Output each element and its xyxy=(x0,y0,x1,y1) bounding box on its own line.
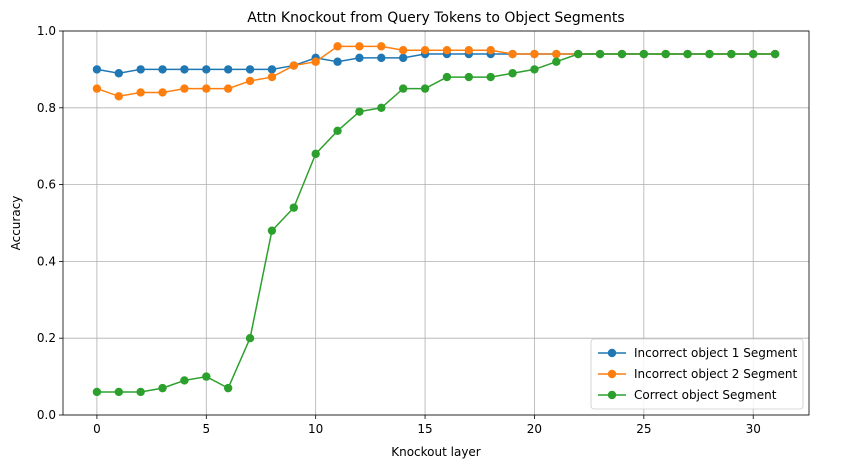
y-tick-label: 0.8 xyxy=(37,101,56,115)
legend-marker xyxy=(607,390,617,400)
data-point xyxy=(377,42,386,51)
data-point xyxy=(639,49,649,59)
data-point xyxy=(420,84,430,93)
data-point xyxy=(770,49,780,59)
chart-title: Attn Knockout from Query Tokens to Objec… xyxy=(247,10,624,26)
data-point xyxy=(573,49,583,59)
data-point xyxy=(333,42,342,51)
data-point xyxy=(223,65,233,74)
data-point xyxy=(202,65,211,74)
data-point xyxy=(180,84,189,93)
x-tick-label: 15 xyxy=(417,422,432,436)
data-point xyxy=(311,149,320,159)
data-point xyxy=(552,49,561,59)
plot-frame xyxy=(62,30,810,416)
data-point xyxy=(92,84,102,93)
data-point xyxy=(486,72,495,82)
data-point xyxy=(289,61,299,70)
data-point xyxy=(333,126,342,136)
data-point xyxy=(486,46,495,55)
data-point xyxy=(530,49,539,59)
y-axis-label: Accuracy xyxy=(9,196,23,251)
y-tick-label: 0.0 xyxy=(37,408,56,422)
data-point xyxy=(398,46,408,55)
data-point xyxy=(245,65,255,74)
legend-entry: Correct object Segment xyxy=(634,388,777,402)
legend-box xyxy=(590,338,804,410)
legend-entry: Incorrect object 1 Segment xyxy=(634,346,798,360)
series-2 xyxy=(92,42,780,101)
series-line xyxy=(96,53,776,75)
data-point xyxy=(136,387,145,397)
data-point xyxy=(355,42,364,51)
data-point xyxy=(661,49,670,59)
series-3 xyxy=(92,49,780,397)
data-point xyxy=(398,84,408,93)
data-point xyxy=(683,49,692,59)
data-point xyxy=(508,69,517,78)
data-point xyxy=(333,57,342,66)
data-point xyxy=(727,49,736,59)
data-point xyxy=(508,49,517,59)
data-point xyxy=(180,65,189,74)
y-tick-label: 0.6 xyxy=(37,178,56,192)
x-tick-label: 5 xyxy=(202,422,210,436)
data-point xyxy=(464,46,474,55)
data-point xyxy=(595,49,605,59)
data-point xyxy=(92,65,102,74)
series-layer xyxy=(92,42,780,397)
data-point xyxy=(114,69,123,78)
data-point xyxy=(202,372,211,381)
data-point xyxy=(158,383,167,393)
y-tick-label: 0.2 xyxy=(37,331,56,345)
data-point xyxy=(267,65,277,74)
data-point xyxy=(245,76,255,86)
data-point xyxy=(464,72,474,82)
data-point xyxy=(158,65,167,74)
y-tick-label: 0.4 xyxy=(37,254,56,268)
data-point xyxy=(114,92,123,101)
data-point xyxy=(530,65,539,74)
data-point xyxy=(355,53,364,63)
data-point xyxy=(136,65,145,74)
data-point xyxy=(223,383,233,393)
data-point xyxy=(377,103,386,113)
data-point xyxy=(311,57,320,66)
data-point xyxy=(617,49,627,59)
x-tick-label: 30 xyxy=(746,422,761,436)
data-point xyxy=(180,376,189,385)
data-point xyxy=(420,46,430,55)
data-point xyxy=(552,57,561,66)
data-point xyxy=(114,387,123,397)
data-point xyxy=(245,334,255,343)
data-point xyxy=(377,53,386,63)
data-point xyxy=(705,49,714,59)
data-point xyxy=(442,72,452,82)
legend-marker xyxy=(607,369,617,379)
data-point xyxy=(136,88,145,97)
data-point xyxy=(398,53,408,63)
data-point xyxy=(158,88,167,97)
legend-marker xyxy=(607,348,617,358)
x-tick-label: 0 xyxy=(93,422,101,436)
x-tick-label: 25 xyxy=(636,422,651,436)
data-point xyxy=(442,46,452,55)
legend-entry: Incorrect object 2 Segment xyxy=(634,367,798,381)
x-tick-label: 10 xyxy=(308,422,323,436)
axis-ticks: 0 5 10 15 20 25 30 0.0 0.2 0.4 0.6 0.8 1.0 xyxy=(37,24,761,436)
data-point xyxy=(267,72,277,82)
data-point xyxy=(749,49,758,59)
x-tick-label: 20 xyxy=(527,422,542,436)
data-point xyxy=(92,387,102,397)
data-point xyxy=(355,107,364,116)
data-point xyxy=(267,226,277,235)
data-point xyxy=(289,203,299,212)
data-point xyxy=(202,84,211,93)
data-point xyxy=(223,84,233,93)
y-tick-label: 1.0 xyxy=(37,24,56,38)
legend: Incorrect object 1 Segment Incorrect obje… xyxy=(590,338,804,410)
x-axis-label: Knockout layer xyxy=(391,445,481,459)
